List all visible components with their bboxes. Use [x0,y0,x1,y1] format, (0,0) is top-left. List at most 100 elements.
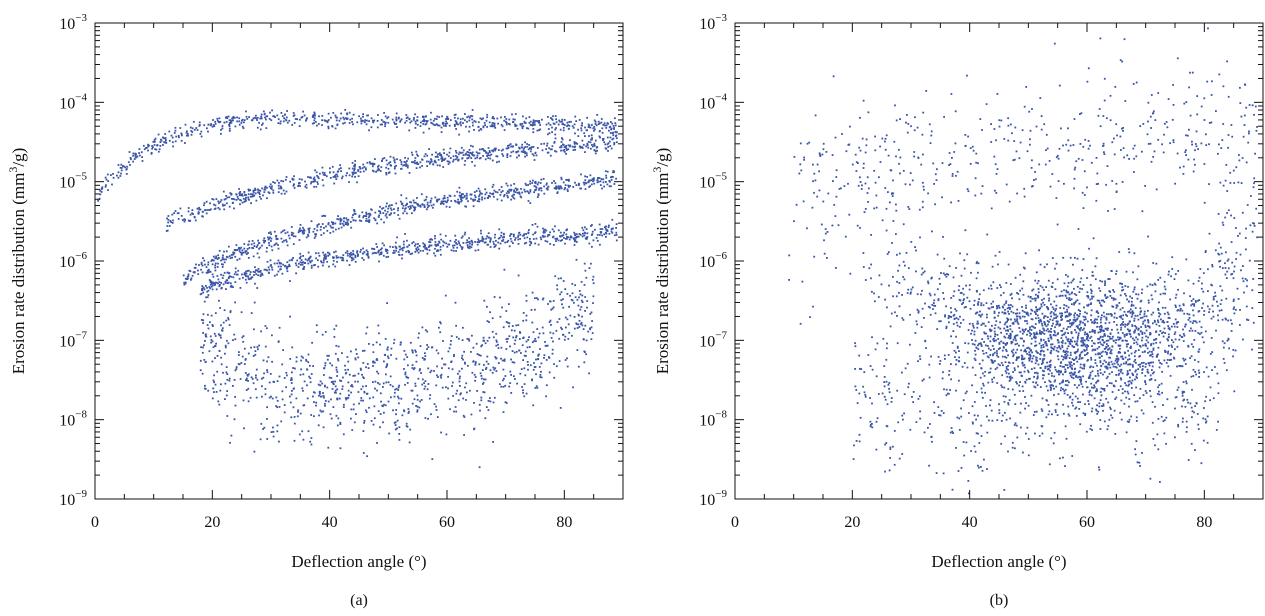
data-point [1133,339,1136,342]
data-point [201,264,204,267]
data-point [502,411,505,413]
data-point [372,361,375,364]
data-point [223,271,226,274]
data-point [378,253,381,256]
data-point [1048,330,1051,333]
data-point [609,136,612,139]
data-point [202,319,205,322]
data-point [302,267,304,270]
data-point [291,378,293,381]
data-point [352,173,354,176]
data-point [574,284,576,287]
data-point [151,147,153,150]
data-point [417,203,419,206]
data-point [377,250,380,253]
data-point [198,121,201,124]
data-point [493,296,496,298]
data-point [605,127,608,129]
data-point [333,328,336,331]
data-point [568,145,571,148]
data-point [515,324,518,327]
data-point [249,277,252,280]
data-point [416,410,419,413]
data-point [418,369,421,372]
data-point [154,148,156,151]
data-point [398,439,401,441]
data-point [209,208,212,211]
data-point [251,247,254,249]
data-point [844,235,847,238]
data-point [550,337,553,339]
data-point [497,347,500,349]
data-point [283,404,286,406]
data-point [214,264,217,267]
data-point [584,135,586,137]
data-point [364,119,366,121]
data-point [1066,394,1069,396]
data-point [336,397,339,400]
data-point [444,200,447,203]
data-point [584,324,587,327]
data-point [185,134,188,137]
data-point [152,146,154,149]
data-point [570,235,572,238]
data-point [225,366,228,368]
data-point [445,125,447,127]
data-point [1216,305,1219,307]
data-point [1149,362,1151,364]
data-point [393,338,396,341]
data-point [434,196,437,199]
data-point [310,373,313,375]
data-point [458,151,461,154]
data-point [549,243,552,245]
data-point [492,336,495,339]
data-point [998,341,1001,344]
data-point [204,335,207,337]
data-point [293,183,295,186]
data-point [339,421,342,424]
data-point [258,344,260,347]
data-point [974,312,977,315]
data-point [338,119,341,122]
data-point [417,377,420,380]
data-point [871,290,873,293]
data-point [478,152,481,155]
data-point [599,184,602,186]
data-point [250,376,253,379]
data-point [1167,339,1169,342]
data-point [1105,377,1108,380]
data-point [263,372,265,375]
data-point [1156,393,1159,395]
data-point [542,178,545,180]
data-point [297,409,300,412]
data-point [427,160,430,163]
data-point [206,127,208,130]
data-point [334,222,337,225]
data-point [201,285,204,287]
data-point [332,263,335,266]
data-point [560,141,563,143]
data-point [567,128,570,130]
data-point [260,423,263,425]
data-point [362,170,365,173]
data-point [455,336,458,338]
data-point [341,352,343,354]
data-point [191,274,194,277]
data-point [350,417,352,420]
data-point [436,164,439,167]
data-point [598,223,601,226]
data-point [458,242,460,245]
data-point [284,232,287,235]
data-point [1112,298,1115,301]
data-point [1131,311,1134,313]
data-point [249,273,251,276]
data-point [411,402,414,405]
data-point [174,126,177,129]
data-point [513,233,515,236]
data-point [317,176,320,178]
data-point [278,187,280,190]
data-point [251,276,254,278]
data-point [522,389,524,392]
data-point [1166,321,1169,323]
data-point [319,384,322,387]
